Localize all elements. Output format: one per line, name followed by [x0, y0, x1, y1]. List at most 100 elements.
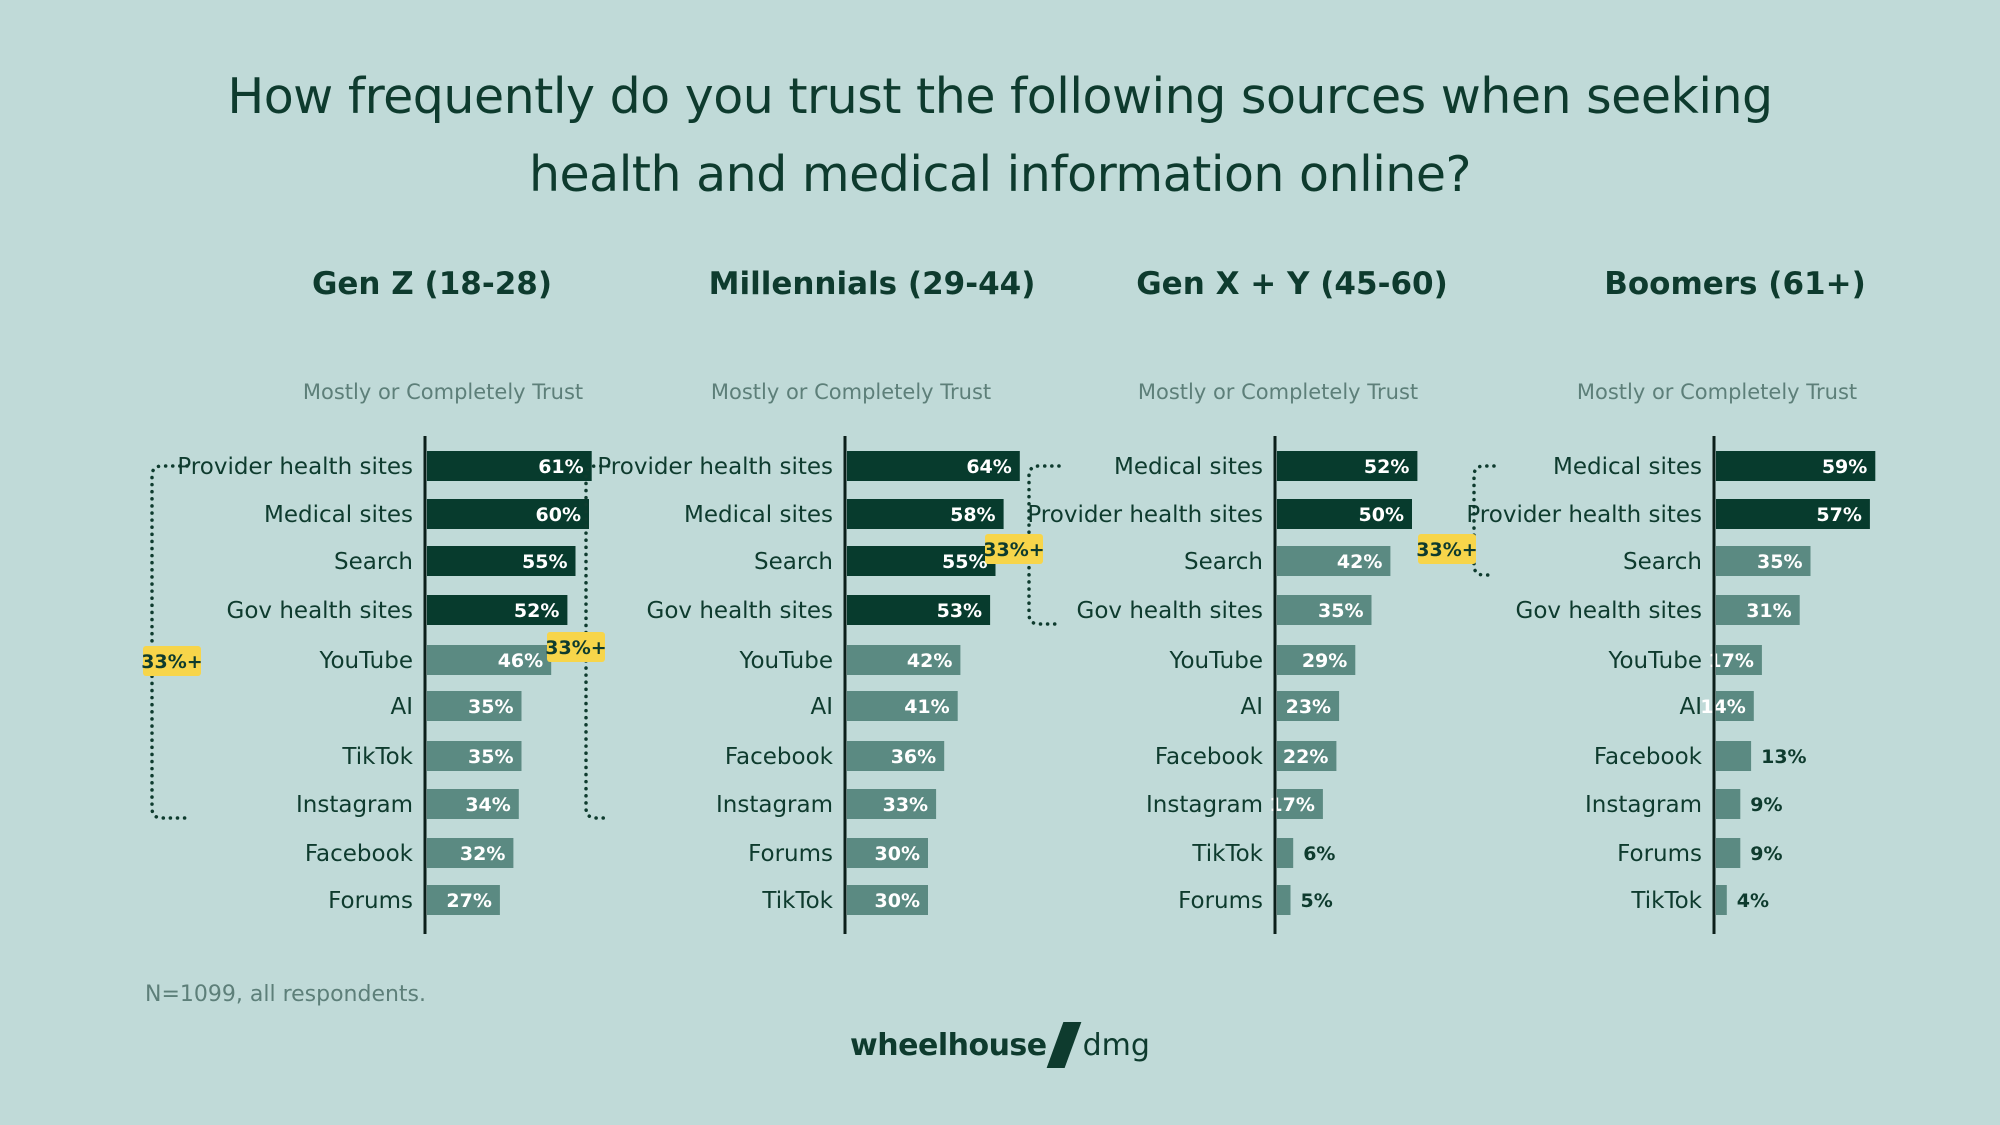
- value-label: 41%: [904, 696, 949, 718]
- panel-subtitle: Mostly or Completely Trust: [1138, 380, 1418, 404]
- bar: [427, 789, 519, 819]
- category-label: YouTube: [1607, 648, 1702, 674]
- category-label: Search: [1184, 549, 1263, 575]
- value-label: 13%: [1761, 746, 1806, 768]
- value-label: 31%: [1746, 600, 1791, 622]
- bar: [1277, 789, 1323, 819]
- bar: [427, 595, 568, 625]
- bar: [1277, 451, 1418, 481]
- value-label: 55%: [522, 551, 567, 573]
- category-label: Medical sites: [1114, 454, 1263, 480]
- bar: [1716, 838, 1741, 868]
- category-label: Instagram: [296, 792, 413, 818]
- value-label: 60%: [536, 504, 581, 526]
- value-label: 17%: [1269, 794, 1314, 816]
- value-label: 5%: [1301, 890, 1333, 912]
- category-label: Medical sites: [1553, 454, 1702, 480]
- category-label: YouTube: [318, 648, 413, 674]
- category-label: Facebook: [725, 744, 834, 770]
- value-label: 36%: [891, 746, 936, 768]
- category-label: AI: [1679, 694, 1702, 720]
- bar: [1716, 595, 1800, 625]
- value-label: 53%: [937, 600, 982, 622]
- bar: [427, 741, 522, 771]
- bar: [1716, 885, 1727, 915]
- category-label: Forums: [1617, 841, 1702, 867]
- bracket-badge: [985, 534, 1043, 564]
- value-label: 33%: [883, 794, 928, 816]
- category-label: Provider health sites: [1466, 502, 1702, 528]
- value-label: 35%: [468, 746, 513, 768]
- category-label: Instagram: [1585, 792, 1702, 818]
- value-label: 32%: [460, 843, 505, 865]
- category-label: Facebook: [1594, 744, 1703, 770]
- brand-logo: wheelhouse dmg: [0, 1020, 2000, 1070]
- category-label: Forums: [1178, 888, 1263, 914]
- value-label: 35%: [1757, 551, 1802, 573]
- bar: [1716, 499, 1870, 529]
- category-label: AI: [1240, 694, 1263, 720]
- value-label: 46%: [498, 650, 543, 672]
- panel-title: Gen X + Y (45-60): [1136, 266, 1448, 302]
- bar: [1716, 451, 1876, 481]
- category-label: Medical sites: [264, 502, 413, 528]
- value-label: 57%: [1816, 504, 1861, 526]
- category-label: Gov health sites: [1516, 598, 1702, 624]
- category-label: Provider health sites: [177, 454, 413, 480]
- value-label: 42%: [1337, 551, 1382, 573]
- category-label: YouTube: [1168, 648, 1263, 674]
- bar: [427, 691, 522, 721]
- category-label: AI: [390, 694, 413, 720]
- bar: [1716, 691, 1754, 721]
- panel-subtitle: Mostly or Completely Trust: [303, 380, 583, 404]
- value-label: 30%: [875, 890, 920, 912]
- value-label: 55%: [942, 551, 987, 573]
- bracket-badge: [1418, 534, 1476, 564]
- bar: [427, 838, 514, 868]
- value-label: 9%: [1750, 843, 1782, 865]
- category-label: Medical sites: [684, 502, 833, 528]
- bracket-line: [1472, 464, 1496, 577]
- bar: [847, 838, 928, 868]
- brand-suffix: dmg: [1082, 1027, 1150, 1063]
- panel-title: Gen Z (18-28): [312, 266, 552, 302]
- category-label: Facebook: [305, 841, 414, 867]
- value-label: 14%: [1700, 696, 1745, 718]
- category-label: Gov health sites: [647, 598, 833, 624]
- brand-name: wheelhouse: [850, 1027, 1047, 1063]
- category-label: Gov health sites: [1077, 598, 1263, 624]
- category-label: Instagram: [716, 792, 833, 818]
- value-label: 9%: [1750, 794, 1782, 816]
- bar: [847, 741, 945, 771]
- panel-subtitle: Mostly or Completely Trust: [1577, 380, 1857, 404]
- value-label: 35%: [1318, 600, 1363, 622]
- category-label: Gov health sites: [227, 598, 413, 624]
- value-label: 23%: [1286, 696, 1331, 718]
- bar: [1277, 546, 1391, 576]
- bar: [1716, 546, 1811, 576]
- bar: [1277, 691, 1340, 721]
- value-label: 6%: [1303, 843, 1335, 865]
- value-label: 17%: [1708, 650, 1753, 672]
- panel-subtitle: Mostly or Completely Trust: [711, 380, 991, 404]
- category-label: Facebook: [1155, 744, 1264, 770]
- brand-slash-icon: [1046, 1022, 1081, 1068]
- bar: [847, 789, 937, 819]
- category-label: TikTok: [1191, 841, 1263, 867]
- category-label: Forums: [328, 888, 413, 914]
- bar: [1716, 645, 1762, 675]
- bar: [1277, 645, 1356, 675]
- category-label: TikTok: [1630, 888, 1702, 914]
- bar: [847, 546, 996, 576]
- bar: [847, 499, 1004, 529]
- category-label: Search: [754, 549, 833, 575]
- bar: [847, 885, 928, 915]
- category-label: Forums: [748, 841, 833, 867]
- category-label: TikTok: [761, 888, 833, 914]
- value-label: 59%: [1822, 456, 1867, 478]
- bar: [427, 885, 500, 915]
- value-label: 42%: [907, 650, 952, 672]
- bar: [1716, 789, 1741, 819]
- value-label: 61%: [538, 456, 583, 478]
